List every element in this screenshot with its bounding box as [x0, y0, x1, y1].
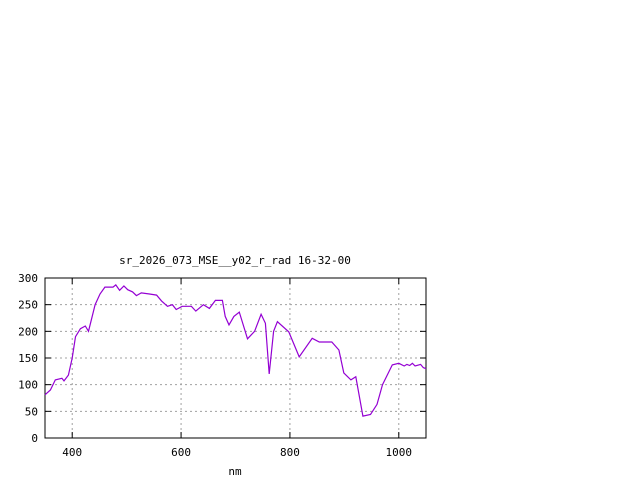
chart-title: sr_2026_073_MSE__y02_r_rad 16-32-00 [119, 254, 351, 267]
plot-frame [44, 277, 427, 439]
x-tick-label: 800 [280, 446, 300, 459]
y-tick-label: 150 [18, 352, 38, 365]
x-tick-label: 600 [171, 446, 191, 459]
y-tick-label: 100 [18, 379, 38, 392]
grid [45, 278, 426, 438]
y-tick-label: 50 [25, 405, 38, 418]
y-tick-label: 200 [18, 325, 38, 338]
y-tick-label: 0 [31, 432, 38, 445]
y-tick-label: 250 [18, 299, 38, 312]
series-line [44, 284, 427, 417]
y-tick-label: 300 [18, 272, 38, 285]
ticks: 400 600 800 1000 0 50 100 150 200 250 300 [18, 272, 426, 459]
x-tick-label: 400 [62, 446, 82, 459]
x-tick-label: 1000 [386, 446, 413, 459]
x-axis-label: nm [228, 465, 242, 478]
